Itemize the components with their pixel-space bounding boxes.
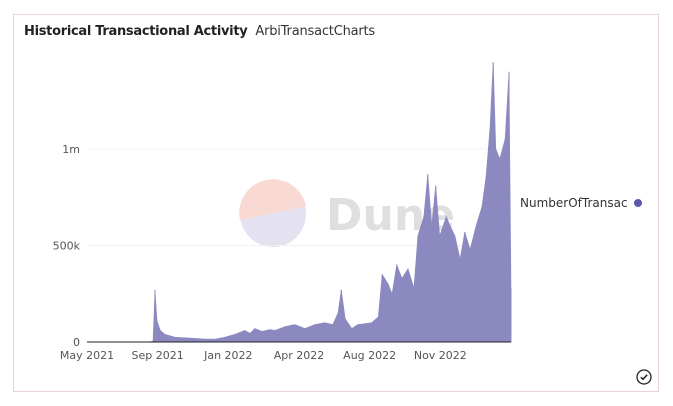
x-tick-label: Aug 2022: [343, 349, 396, 362]
x-tick-label: Jan 2022: [203, 349, 252, 362]
chart-header: Historical Transactional Activity ArbiTra…: [24, 24, 375, 39]
y-tick-label: 0: [73, 336, 80, 349]
x-tick-label: May 2021: [60, 349, 114, 362]
series-area: [87, 62, 512, 343]
check-circle-icon[interactable]: [636, 369, 652, 385]
x-tick-label: Apr 2022: [274, 349, 325, 362]
chart-title: Historical Transactional Activity: [24, 24, 248, 39]
y-tick-label: 500k: [53, 240, 81, 253]
y-tick-label: 1m: [62, 143, 80, 156]
chart-subtitle: ArbiTransactCharts: [255, 24, 375, 39]
x-tick-label: Sep 2021: [132, 349, 184, 362]
legend-item[interactable]: NumberOfTransac: [520, 196, 642, 210]
legend-dot-icon: [633, 199, 642, 207]
legend-label: NumberOfTransac: [520, 196, 628, 210]
x-tick-label: Nov 2022: [414, 349, 467, 362]
